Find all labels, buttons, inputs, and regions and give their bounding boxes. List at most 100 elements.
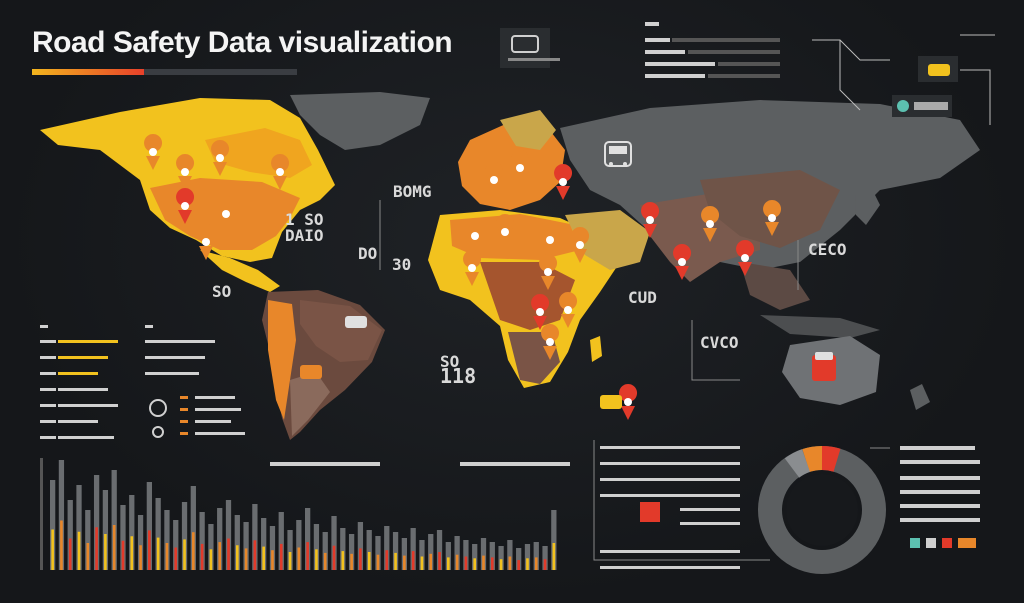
bar [480,538,487,570]
bar [348,534,355,570]
bar-highlight [227,538,230,570]
bar [243,522,249,570]
map-pin-icon[interactable] [641,202,660,238]
bar-highlight [367,552,371,570]
top-right-lines [812,34,995,125]
bar [173,520,179,570]
bar [322,532,328,570]
bar-highlight [244,548,248,570]
bar-highlight [112,525,116,570]
bar-highlight [323,552,327,570]
map-pin-icon[interactable] [554,164,573,200]
map-label-asia: CECO [808,240,847,259]
donut-legend [900,446,980,548]
bar [217,508,223,570]
map-pin-icon[interactable] [466,218,485,254]
map-pin-icon[interactable] [176,154,195,190]
map-pin-icon[interactable] [541,222,560,258]
map-label-africa: CUD [628,288,657,307]
map-pin-icon[interactable] [559,292,578,328]
bar-highlight [271,550,274,570]
map-pin-icon[interactable] [176,188,195,224]
bar-highlight [51,529,54,570]
bar [489,542,495,570]
map-pin-icon[interactable] [496,214,515,250]
map-pin-icon[interactable] [485,162,504,198]
map-pin-icon[interactable] [531,294,550,330]
bar [392,532,399,570]
map-pin-icon[interactable] [211,140,230,176]
bar [463,540,469,570]
bar [85,510,91,570]
top-bars-widget [645,22,780,78]
map-pin-icon[interactable] [701,206,720,242]
bar [551,510,557,570]
bar-highlight [183,539,186,570]
map-pin-icon[interactable] [673,244,692,280]
map-region-southern-africa [508,332,560,384]
map-pin-icon[interactable] [144,134,163,170]
map-pin-icon[interactable] [571,227,590,263]
map-label-sa: SO [212,282,232,301]
bar [428,534,434,570]
bar-highlight [385,550,389,570]
bottom-mid-lines [270,446,740,569]
bar [436,530,443,570]
bar [524,544,531,570]
bar-highlight [77,531,81,570]
map-pin-icon[interactable] [217,196,236,232]
bar-highlight [218,542,222,570]
bar [507,540,513,570]
map-region-new-zealand [910,384,930,410]
bar [305,508,311,570]
title-underline-bar [32,69,297,75]
bar-highlight [165,543,169,570]
bar-highlight [411,551,415,570]
bus-icon [604,141,632,167]
page-title: Road Safety Data visualization [32,26,453,59]
map-pin-icon[interactable] [619,384,638,420]
bar [454,536,460,570]
map-region-japan [855,185,880,225]
bar-highlight [473,558,477,570]
map-pin-icon[interactable] [736,240,755,276]
map-label-ca: DO [358,244,378,263]
bar [375,536,381,570]
bar [331,516,337,570]
bar-highlight [482,555,485,570]
map-pin-icon[interactable] [541,324,560,360]
bar-axis [40,458,43,570]
map-region-brazil [300,300,382,362]
map-pin-icon[interactable] [539,254,558,290]
bar-highlight [148,530,151,570]
map-pin-icon[interactable] [197,224,216,260]
bar [401,538,407,570]
bar [111,470,117,570]
bar [340,528,346,570]
bar-highlight [200,543,204,570]
bar [287,530,293,570]
bar-highlight [288,552,292,570]
map-label-sea: CVCO [700,333,739,352]
map-pin-icon[interactable] [271,154,290,190]
bar [76,485,82,570]
map-pin-icon[interactable] [511,150,530,186]
bar [93,475,100,570]
map-label-south-atlantic: 118 [440,364,477,388]
map-pin-icon[interactable] [463,250,482,286]
map-region-argentina [290,372,330,436]
bar [102,490,109,570]
bar-highlight [508,556,512,570]
map-pin-icon[interactable] [763,200,782,236]
map-region-southeast-asia [740,262,810,310]
bar [366,530,372,570]
title-underline-fill [32,69,144,75]
map-region-middle-east [565,210,650,270]
bar-highlight [517,560,520,570]
bar [410,528,416,570]
steering-wheel-icon [149,399,167,438]
bar [67,500,73,570]
bar-highlight [209,549,213,570]
bar-highlight [235,545,239,570]
